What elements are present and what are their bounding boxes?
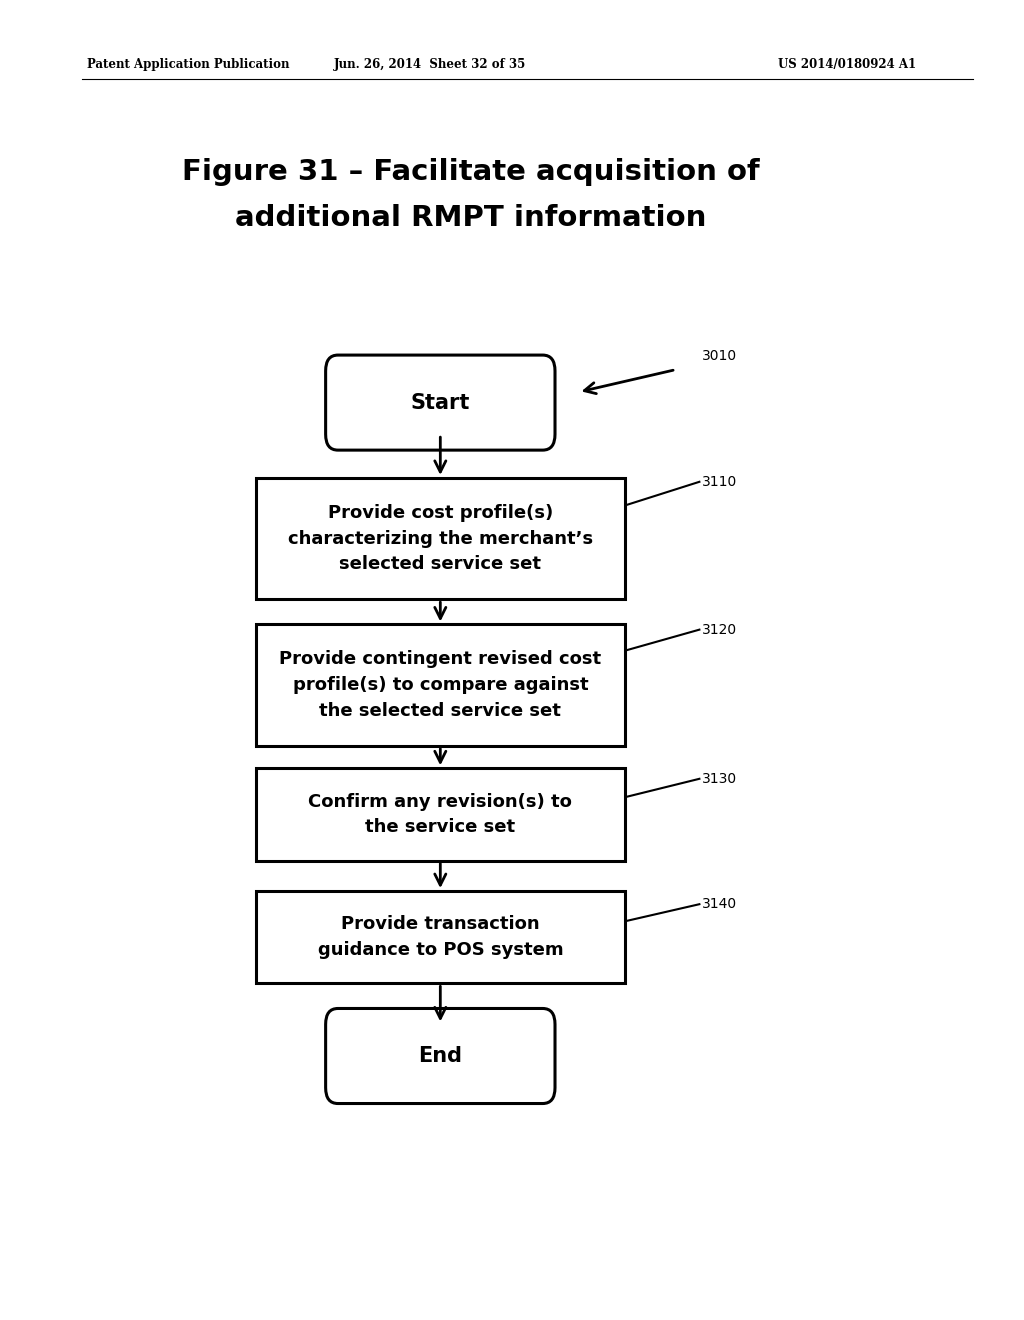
Text: Start: Start [411, 392, 470, 413]
Text: 3010: 3010 [701, 350, 736, 363]
FancyBboxPatch shape [256, 891, 625, 983]
Text: 3130: 3130 [701, 772, 736, 785]
Text: Patent Application Publication: Patent Application Publication [87, 58, 290, 71]
FancyBboxPatch shape [256, 768, 625, 861]
Text: additional RMPT information: additional RMPT information [236, 203, 707, 232]
Text: Confirm any revision(s) to
the service set: Confirm any revision(s) to the service s… [308, 792, 572, 837]
Text: Provide transaction
guidance to POS system: Provide transaction guidance to POS syst… [317, 915, 563, 960]
Text: 3140: 3140 [701, 898, 736, 911]
Text: Provide cost profile(s)
characterizing the merchant’s
selected service set: Provide cost profile(s) characterizing t… [288, 504, 593, 573]
Text: 3110: 3110 [701, 475, 736, 488]
FancyBboxPatch shape [256, 624, 625, 746]
Text: End: End [419, 1045, 462, 1067]
Text: Jun. 26, 2014  Sheet 32 of 35: Jun. 26, 2014 Sheet 32 of 35 [334, 58, 526, 71]
Text: Figure 31 – Facilitate acquisition of: Figure 31 – Facilitate acquisition of [182, 157, 760, 186]
FancyBboxPatch shape [326, 1008, 555, 1104]
Text: US 2014/0180924 A1: US 2014/0180924 A1 [778, 58, 916, 71]
FancyBboxPatch shape [326, 355, 555, 450]
FancyBboxPatch shape [256, 478, 625, 599]
Text: 3120: 3120 [701, 623, 736, 636]
Text: Provide contingent revised cost
profile(s) to compare against
the selected servi: Provide contingent revised cost profile(… [280, 651, 601, 719]
